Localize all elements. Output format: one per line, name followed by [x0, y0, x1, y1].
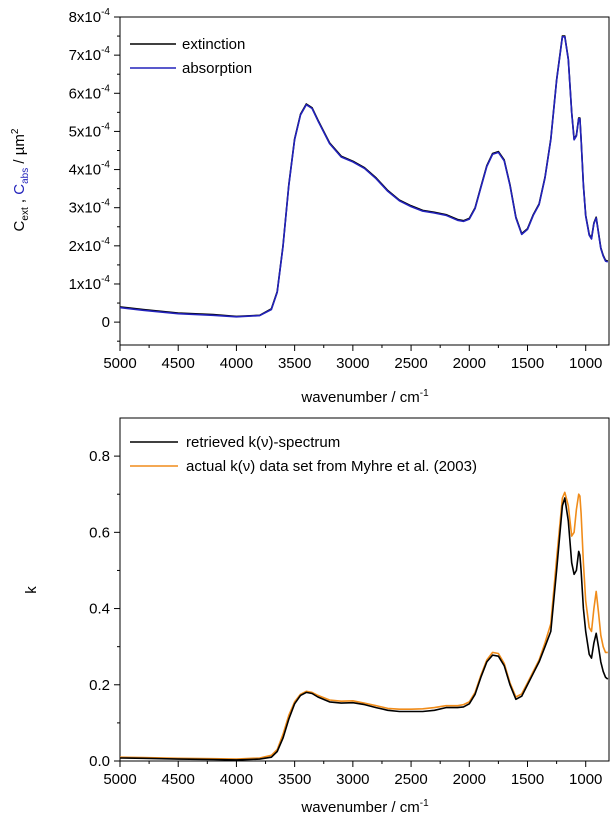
bottom-y-tick-label: 0.6	[89, 524, 110, 541]
top-y-tick-label: 8x10-4	[69, 7, 111, 26]
top-x-tick-label: 1000	[569, 355, 602, 372]
bottom-legend-label-retrieved: retrieved k(ν)-spectrum	[186, 434, 340, 451]
top-series	[119, 35, 609, 318]
bottom-x-tick-label: 3000	[336, 771, 369, 788]
bottom-x-tick-labels: 5000 4500 4000 3500 3000 2500 2000 1500 1000	[103, 771, 602, 788]
top-series-line-extinction	[119, 35, 609, 318]
top-x-axis-title: wavenumber / cm-1	[300, 388, 429, 406]
top-x-tick-label: 5000	[103, 355, 136, 372]
top-x-tick-label: 1500	[511, 355, 544, 372]
bottom-x-axis-title: wavenumber / cm-1	[300, 798, 429, 816]
bottom-y-tick-label: 0.8	[89, 448, 110, 465]
top-x-tick-label: 3000	[336, 355, 369, 372]
top-legend: extinction absorption	[130, 36, 252, 77]
bottom-y-tick-label: 0.2	[89, 677, 110, 694]
top-y-tick-label: 1x10-4	[69, 274, 111, 293]
bottom-series-line-actual	[119, 491, 608, 760]
bottom-y-tick-labels: 0.0 0.2 0.4 0.6 0.8	[89, 448, 110, 770]
top-x-tick-label: 4000	[220, 355, 253, 372]
bottom-ticks	[114, 455, 587, 767]
bottom-x-tick-label: 3500	[278, 771, 311, 788]
top-y-tick-label: 3x10-4	[69, 198, 111, 217]
top-ylabel-ext: ext	[20, 207, 31, 221]
top-xlabel-sup: -1	[420, 388, 429, 399]
bottom-x-tick-label: 1500	[511, 771, 544, 788]
bottom-x-tick-label: 2000	[453, 771, 486, 788]
top-series-line-absorption	[119, 35, 609, 318]
bottom-xlabel-sup: -1	[420, 798, 429, 809]
top-x-tick-label: 3500	[278, 355, 311, 372]
top-y-tick-label: 0	[102, 314, 110, 331]
bottom-x-tick-label: 1000	[569, 771, 602, 788]
top-x-tick-label: 4500	[162, 355, 195, 372]
bottom-x-tick-label: 5000	[103, 771, 136, 788]
top-xlabel-text: wavenumber / cm	[300, 389, 419, 406]
bottom-y-tick-label: 0.4	[89, 601, 110, 618]
top-y-tick-label: 2x10-4	[69, 236, 111, 255]
top-y-tick-label: 6x10-4	[69, 83, 111, 102]
top-legend-label-absorption: absorption	[182, 60, 252, 77]
bottom-chart: 5000 4500 4000 3500 3000 2500 2000 1500 1000 0.0…	[23, 417, 610, 816]
bottom-x-tick-label: 2500	[394, 771, 427, 788]
bottom-series-line-retrieved	[119, 497, 609, 761]
bottom-xlabel-text: wavenumber / cm	[300, 799, 419, 816]
top-ylabel-unit: / µm	[11, 134, 28, 168]
top-ylabel-unit-sup: 2	[10, 128, 21, 134]
top-y-tick-labels: 0 1x10-4 2x10-4 3x10-4 4x10-4 5x10-4 6x10-4 7x1…	[69, 7, 111, 331]
top-y-tick-label: 7x10-4	[69, 45, 111, 64]
top-legend-label-extinction: extinction	[182, 36, 245, 53]
bottom-series	[119, 491, 609, 761]
top-x-tick-labels: 5000 4500 4000 3500 3000 2500 2000 1500 1000	[103, 355, 602, 372]
top-x-tick-label: 2500	[394, 355, 427, 372]
top-y-tick-label: 4x10-4	[69, 160, 111, 179]
top-y-tick-label: 5x10-4	[69, 121, 111, 140]
top-chart: 5000 4500 4000 3500 3000 2500 2000 1500 1000 0 1x…	[10, 7, 610, 406]
bottom-legend: retrieved k(ν)-spectrum actual k(ν) data…	[130, 434, 477, 475]
top-y-axis-title: Cext , Cabs / µm2	[10, 128, 31, 231]
top-ylabel-sep: ,	[11, 195, 28, 208]
bottom-x-tick-label: 4500	[162, 771, 195, 788]
bottom-x-tick-label: 4000	[220, 771, 253, 788]
bottom-plot-frame	[119, 417, 610, 762]
top-ylabel-c1: C	[11, 220, 28, 231]
top-ticks	[114, 16, 587, 351]
top-ylabel-abs: abs	[20, 168, 31, 184]
bottom-y-axis-title: k	[23, 586, 40, 594]
top-ylabel-c2: C	[11, 184, 28, 195]
top-plot-frame	[119, 16, 610, 346]
bottom-y-tick-label: 0.0	[89, 753, 110, 770]
top-x-tick-label: 2000	[453, 355, 486, 372]
bottom-legend-label-actual: actual k(ν) data set from Myhre et al. (…	[186, 458, 477, 475]
